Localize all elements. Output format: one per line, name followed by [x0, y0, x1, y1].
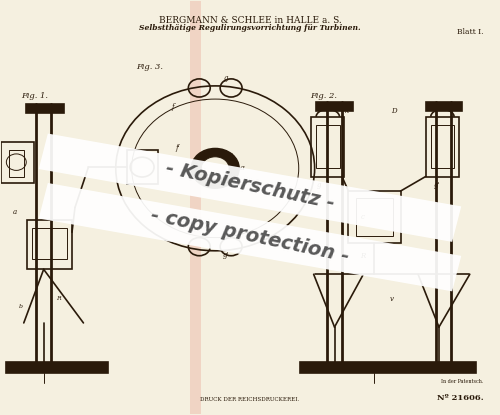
Text: g': g': [223, 251, 230, 259]
Bar: [356, 198, 393, 236]
Bar: [27, 220, 72, 269]
Text: R: R: [56, 296, 61, 301]
Text: f': f': [176, 144, 180, 152]
Text: g: g: [316, 181, 321, 189]
Circle shape: [202, 157, 229, 180]
Bar: [26, 104, 64, 113]
Text: R: R: [360, 252, 366, 260]
Text: In der Patentsch.: In der Patentsch.: [442, 379, 484, 384]
Circle shape: [192, 149, 239, 188]
Text: f: f: [172, 103, 174, 110]
Bar: [426, 103, 463, 112]
Text: Blatt I.: Blatt I.: [457, 28, 483, 36]
Bar: [126, 150, 158, 184]
Bar: [316, 125, 340, 168]
Bar: [9, 150, 24, 177]
Text: k: k: [345, 107, 349, 115]
Text: g': g': [434, 181, 440, 189]
Bar: [310, 117, 344, 177]
Text: b: b: [18, 304, 22, 309]
Polygon shape: [38, 134, 462, 242]
Text: c: c: [361, 212, 365, 220]
Text: v: v: [390, 295, 394, 303]
Text: BERGMANN & SCHLEE in HALLE a. S.: BERGMANN & SCHLEE in HALLE a. S.: [158, 16, 342, 25]
Text: Fig. 1.: Fig. 1.: [22, 92, 48, 100]
Text: - Kopierschutz -: - Kopierschutz -: [164, 159, 336, 213]
Bar: [348, 191, 401, 242]
Bar: [426, 117, 460, 177]
Bar: [431, 125, 454, 168]
Text: Nº 21606.: Nº 21606.: [437, 394, 484, 402]
Text: a: a: [13, 208, 18, 216]
Text: Fig. 3.: Fig. 3.: [136, 63, 162, 71]
Bar: [32, 228, 67, 259]
Bar: [190, 1, 202, 414]
Bar: [6, 362, 108, 373]
Text: - copy protection -: - copy protection -: [149, 205, 351, 266]
Text: D: D: [392, 107, 397, 115]
Text: g: g: [224, 73, 228, 82]
Text: Fig. 2.: Fig. 2.: [310, 92, 336, 100]
Polygon shape: [38, 183, 462, 291]
Bar: [300, 362, 476, 373]
Text: DRUCK DER REICHSDRUCKEREI.: DRUCK DER REICHSDRUCKEREI.: [200, 397, 300, 402]
Text: a': a': [228, 152, 234, 160]
Bar: [316, 103, 353, 112]
Text: Selbstthätige Regulirungsvorrichtung für Turbinen.: Selbstthätige Regulirungsvorrichtung für…: [139, 24, 361, 32]
Text: a: a: [240, 164, 245, 172]
Bar: [2, 142, 34, 183]
